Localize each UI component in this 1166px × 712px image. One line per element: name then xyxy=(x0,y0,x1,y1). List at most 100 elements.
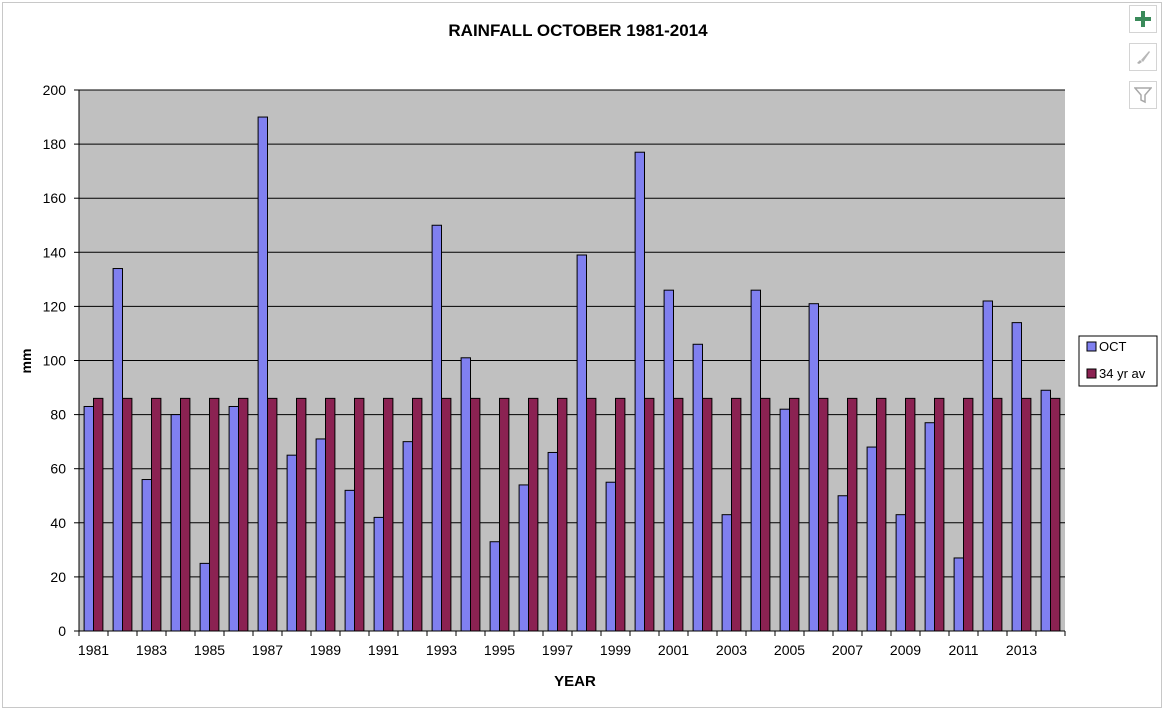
bar-oct xyxy=(924,422,935,632)
bar-oct xyxy=(663,289,674,632)
plus-icon xyxy=(1135,11,1151,27)
bar-oct xyxy=(460,357,472,632)
y-tick-label: 20 xyxy=(50,569,66,585)
y-tick-label: 200 xyxy=(43,82,67,98)
bar-average xyxy=(876,397,887,632)
bar-average xyxy=(1050,397,1061,632)
bar-average xyxy=(122,397,133,632)
bar-oct xyxy=(953,557,964,632)
bar-oct xyxy=(489,541,501,632)
bar-oct xyxy=(895,514,906,632)
bar-oct xyxy=(141,479,153,632)
legend-label: 34 yr av xyxy=(1099,366,1146,381)
legend: OCT 34 yr av xyxy=(1078,335,1158,387)
bar-oct xyxy=(257,116,269,632)
x-tick-label: 2005 xyxy=(774,642,805,658)
bar-oct xyxy=(750,289,761,632)
y-tick-label: 160 xyxy=(43,190,67,206)
chart-styles-button[interactable] xyxy=(1129,43,1157,71)
y-tick-labels: 0 20 40 60 80 100 120 140 160 180 200 xyxy=(43,82,67,639)
bar-oct xyxy=(576,254,587,632)
filter-icon xyxy=(1134,87,1152,104)
x-tick-label: 2003 xyxy=(716,642,747,658)
y-tick-label: 80 xyxy=(50,407,66,423)
bar-oct xyxy=(721,514,732,632)
bar-average xyxy=(615,397,626,632)
bar-oct xyxy=(692,343,703,632)
bar-average xyxy=(760,397,771,632)
bar-average xyxy=(325,397,336,632)
y-tick-label: 0 xyxy=(58,623,66,639)
bar-average xyxy=(499,397,510,632)
y-tick-label: 140 xyxy=(43,244,67,260)
bar-oct xyxy=(112,268,123,632)
add-chart-element-button[interactable] xyxy=(1129,5,1157,33)
y-axis-label: mm xyxy=(18,349,34,374)
bar-average xyxy=(673,397,684,632)
x-tick-label: 1987 xyxy=(252,642,283,658)
bar-average xyxy=(528,397,539,632)
bar-oct xyxy=(199,562,211,632)
bar-average xyxy=(731,397,742,632)
bar-oct xyxy=(779,408,790,632)
legend-swatch xyxy=(1086,341,1097,352)
x-tick-label: 1995 xyxy=(484,642,515,658)
bar-average xyxy=(586,397,597,632)
x-tick-label: 2009 xyxy=(890,642,921,658)
bar-average xyxy=(847,397,858,632)
bar-average xyxy=(441,397,452,632)
bar-average xyxy=(702,397,713,632)
bar-oct xyxy=(982,300,993,632)
bar-oct xyxy=(373,516,385,632)
bar-average xyxy=(992,397,1003,632)
bar-average xyxy=(470,397,481,632)
x-tick-label: 2013 xyxy=(1006,642,1037,658)
bar-average xyxy=(557,397,568,632)
x-tick-labels: 1981 1983 1985 1987 1989 1991 1993 1995 1997 1999… xyxy=(78,642,1037,658)
x-tick-label: 1991 xyxy=(368,642,399,658)
y-tick-label: 60 xyxy=(50,461,66,477)
y-tick-label: 180 xyxy=(43,136,67,152)
bar-average xyxy=(209,397,220,632)
bar-average xyxy=(296,397,307,632)
bar-average xyxy=(383,397,394,632)
bar-average xyxy=(818,397,829,632)
chart-filters-button[interactable] xyxy=(1129,81,1157,109)
bar-oct xyxy=(634,151,645,632)
bar-average xyxy=(354,397,365,632)
x-tick-label: 1985 xyxy=(194,642,225,658)
bar-average xyxy=(180,397,191,632)
bar-average xyxy=(905,397,916,632)
bar-oct xyxy=(866,446,877,632)
bar-oct xyxy=(315,438,327,632)
x-tick-label: 1989 xyxy=(310,642,341,658)
bar-oct xyxy=(1040,389,1051,632)
x-tick-label: 1999 xyxy=(600,642,631,658)
bar-oct xyxy=(402,441,414,632)
bar-average xyxy=(1021,397,1032,632)
y-tick-label: 120 xyxy=(43,298,67,314)
bar-average xyxy=(963,397,974,632)
x-tick-label: 1981 xyxy=(78,642,109,658)
x-axis-label: YEAR xyxy=(554,673,596,690)
bar-oct xyxy=(837,495,848,632)
x-tick-label: 1997 xyxy=(542,642,573,658)
legend-swatch xyxy=(1086,368,1097,379)
y-tick-label: 100 xyxy=(43,353,67,369)
bar-oct xyxy=(286,454,298,632)
x-tick-label: 2001 xyxy=(658,642,689,658)
bar-oct xyxy=(431,224,443,632)
bar-oct xyxy=(1011,322,1022,632)
bar-average xyxy=(789,397,800,632)
bar-oct xyxy=(808,303,819,632)
chart-title: RAINFALL OCTOBER 1981-2014 xyxy=(448,21,708,40)
x-tick-label: 2011 xyxy=(948,642,978,658)
y-tick-label: 40 xyxy=(50,515,66,531)
x-tick-label: 2007 xyxy=(832,642,863,658)
bar-average xyxy=(151,397,162,632)
bar-oct xyxy=(83,405,94,632)
bar-average xyxy=(238,397,249,632)
x-tick-label: 1983 xyxy=(136,642,167,658)
